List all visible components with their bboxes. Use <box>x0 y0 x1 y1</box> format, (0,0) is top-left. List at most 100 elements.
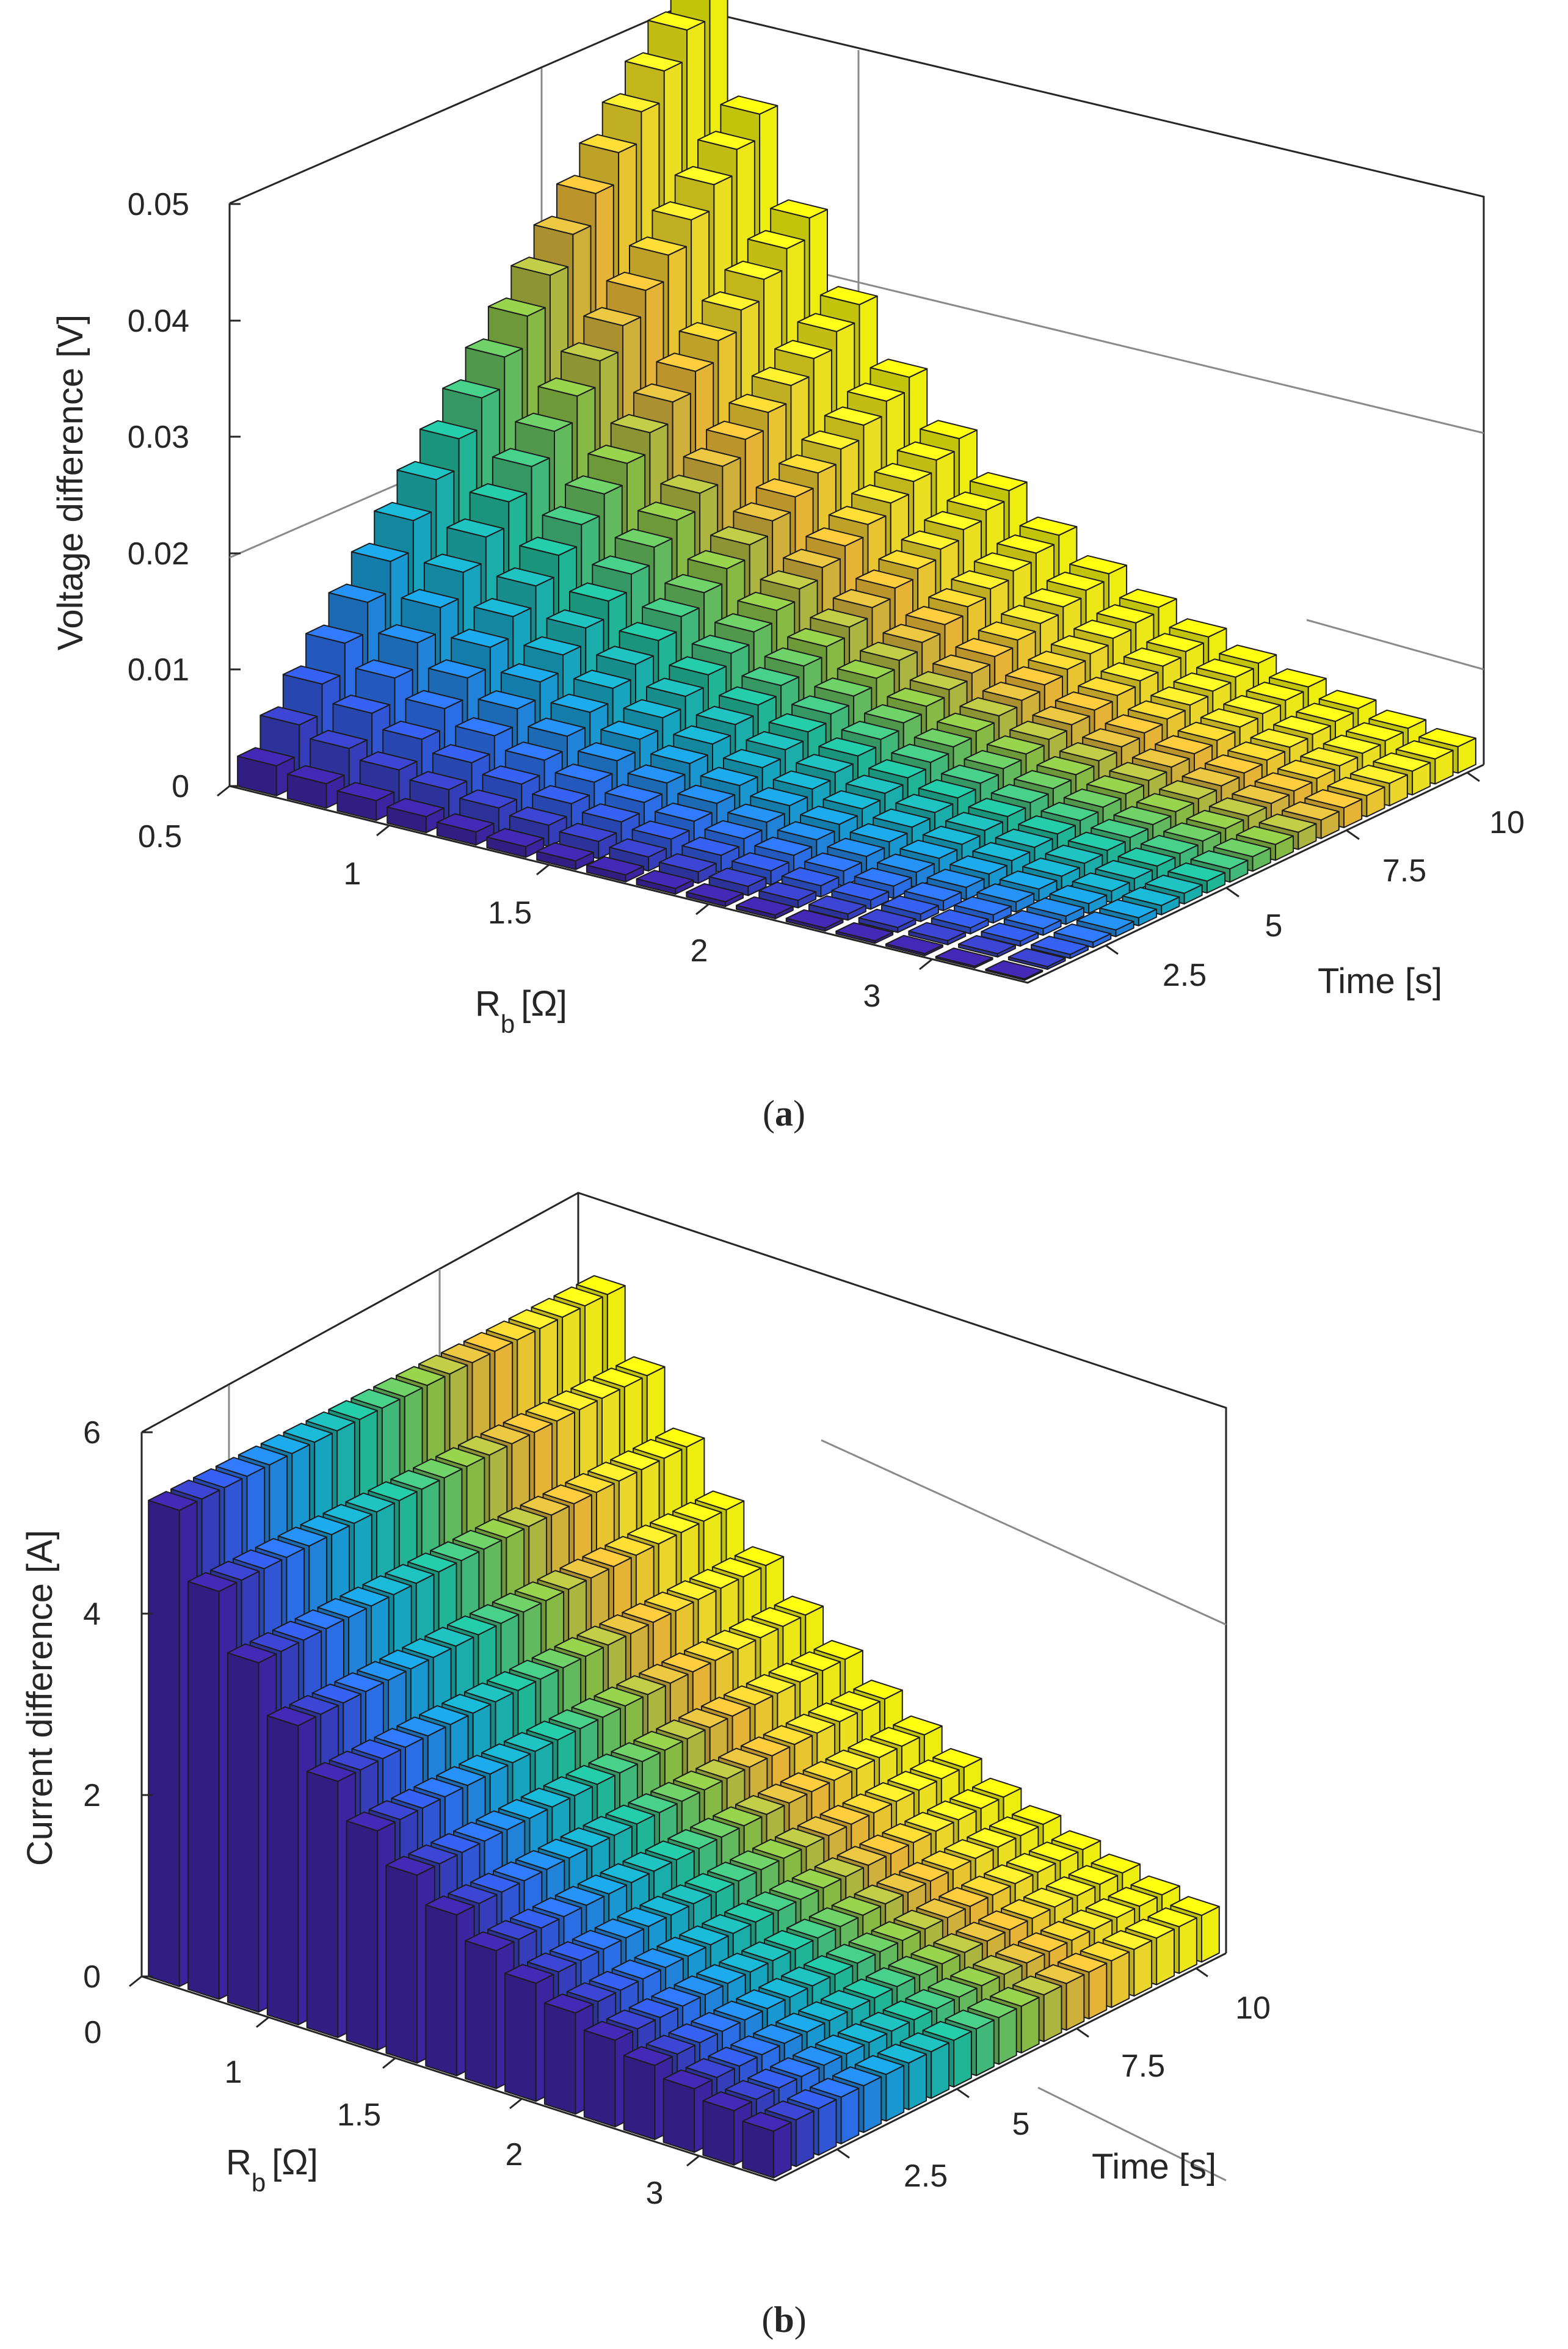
bar-face-top <box>858 908 916 928</box>
tick-mark <box>1226 887 1240 898</box>
bar-face-top <box>955 638 1014 657</box>
bar-face-top <box>719 686 777 706</box>
bar-face-top <box>402 1638 452 1658</box>
bar-face-top <box>684 1641 734 1661</box>
bar <box>742 2111 792 2179</box>
bar-face-top <box>588 1754 638 1774</box>
bar-face-top <box>696 1964 746 1984</box>
bar-face-top <box>1346 722 1404 741</box>
bar-face-side <box>840 2088 860 2144</box>
bar-face-top <box>656 1719 706 1739</box>
box-edge <box>141 1952 1227 2182</box>
bar <box>1053 923 1112 949</box>
bar-face-top <box>644 1591 694 1612</box>
bar-face-top <box>600 720 659 740</box>
bar-face-top <box>470 1873 520 1893</box>
bar-face-top <box>1204 754 1263 774</box>
bar-face-top <box>845 774 904 794</box>
bar-face-front <box>385 1864 418 2064</box>
gridline <box>821 1439 1227 1626</box>
z-tick-label: 0.01 <box>128 652 189 688</box>
bar-face-top <box>391 1788 441 1809</box>
bar-face-top <box>619 622 677 641</box>
bar-face-top <box>1318 690 1377 709</box>
bar-face-top <box>901 530 959 550</box>
bar-face-top <box>796 754 854 773</box>
bar-face-top <box>924 511 982 531</box>
bar-face-top <box>1040 801 1099 821</box>
bar-face-top <box>931 909 989 929</box>
bar-face-side <box>772 2121 792 2179</box>
bar-face-top <box>996 534 1055 554</box>
bar-face-top <box>831 1896 882 1916</box>
bar-face-top <box>594 1918 645 1939</box>
bar-face-side <box>1088 1962 1108 2020</box>
bar-face-top <box>650 1782 700 1802</box>
bar-face-top <box>1026 897 1084 917</box>
bar-face-top <box>920 420 978 440</box>
bar <box>286 765 345 809</box>
bar-face-top <box>1028 650 1086 670</box>
bar-face-top <box>694 1490 745 1510</box>
bar-face-top <box>283 1422 333 1443</box>
bar-face-top <box>711 1557 762 1578</box>
tick-mark <box>1195 1967 1208 1978</box>
bar-face-top <box>757 1783 808 1804</box>
bar <box>935 947 993 969</box>
bar <box>981 922 1039 947</box>
tick-mark <box>129 1975 142 1987</box>
bar-face-top <box>605 1804 655 1825</box>
tick-mark <box>256 2016 269 2028</box>
time-axis-label: Time [s] <box>1318 961 1442 1001</box>
bar-face-top <box>848 1738 898 1758</box>
bar-face-top <box>978 1910 1028 1931</box>
bar-face-top <box>808 895 866 915</box>
bar-face-top <box>825 1749 875 1770</box>
bar-face-top <box>1304 789 1363 809</box>
rb-tick-label: 1 <box>225 2055 242 2090</box>
bar-face-top <box>1009 720 1067 740</box>
bar-face-top <box>951 570 1009 590</box>
bar-face-top <box>655 1427 705 1448</box>
bar-face-top <box>486 828 545 848</box>
bar-face-top <box>480 1424 531 1444</box>
bar-face-top <box>910 1944 960 1965</box>
bar-face-top <box>990 1987 1040 2007</box>
bar-face-top <box>565 475 623 495</box>
bar-face-top <box>583 1816 633 1836</box>
bar-face-top <box>678 322 737 341</box>
bar-face-top <box>961 1875 1011 1896</box>
time-tick-label: 5 <box>1012 2107 1030 2142</box>
bar <box>586 856 644 883</box>
bar-face-top <box>1102 1930 1153 1950</box>
bar-face-top <box>1028 1841 1079 1862</box>
bar-face-top <box>482 765 540 785</box>
bar-face-top <box>727 803 785 823</box>
bar-face-top <box>266 1706 317 1727</box>
bar-face-top <box>704 820 763 840</box>
rb-tick-label: 0 <box>84 2015 102 2050</box>
bar-face-top <box>837 1846 887 1866</box>
bar-face-top <box>702 291 760 311</box>
bar-face-top <box>373 1377 423 1397</box>
bar-face-top <box>1073 619 1132 639</box>
bar-face-top <box>455 717 514 737</box>
bar-face-top <box>1213 838 1271 858</box>
bar <box>336 782 395 821</box>
bar-face-top <box>622 1851 672 1872</box>
bar-face-top <box>453 1821 503 1842</box>
bar-face-top <box>577 1874 628 1895</box>
bar-face-top <box>899 839 958 859</box>
bar-face-top <box>565 1764 615 1785</box>
bar-face-top <box>631 820 690 840</box>
bar <box>908 922 967 945</box>
bar-face-top <box>691 635 750 654</box>
bar-face-top <box>526 1721 576 1741</box>
bar-face-top <box>286 765 345 785</box>
bar-face-top <box>922 2020 972 2041</box>
bar-face-top <box>826 1943 876 1964</box>
bar-face-top <box>797 313 855 332</box>
bar-face-top <box>1254 772 1313 792</box>
bar-face-top <box>1019 516 1078 536</box>
bar-face-top <box>1123 647 1181 667</box>
